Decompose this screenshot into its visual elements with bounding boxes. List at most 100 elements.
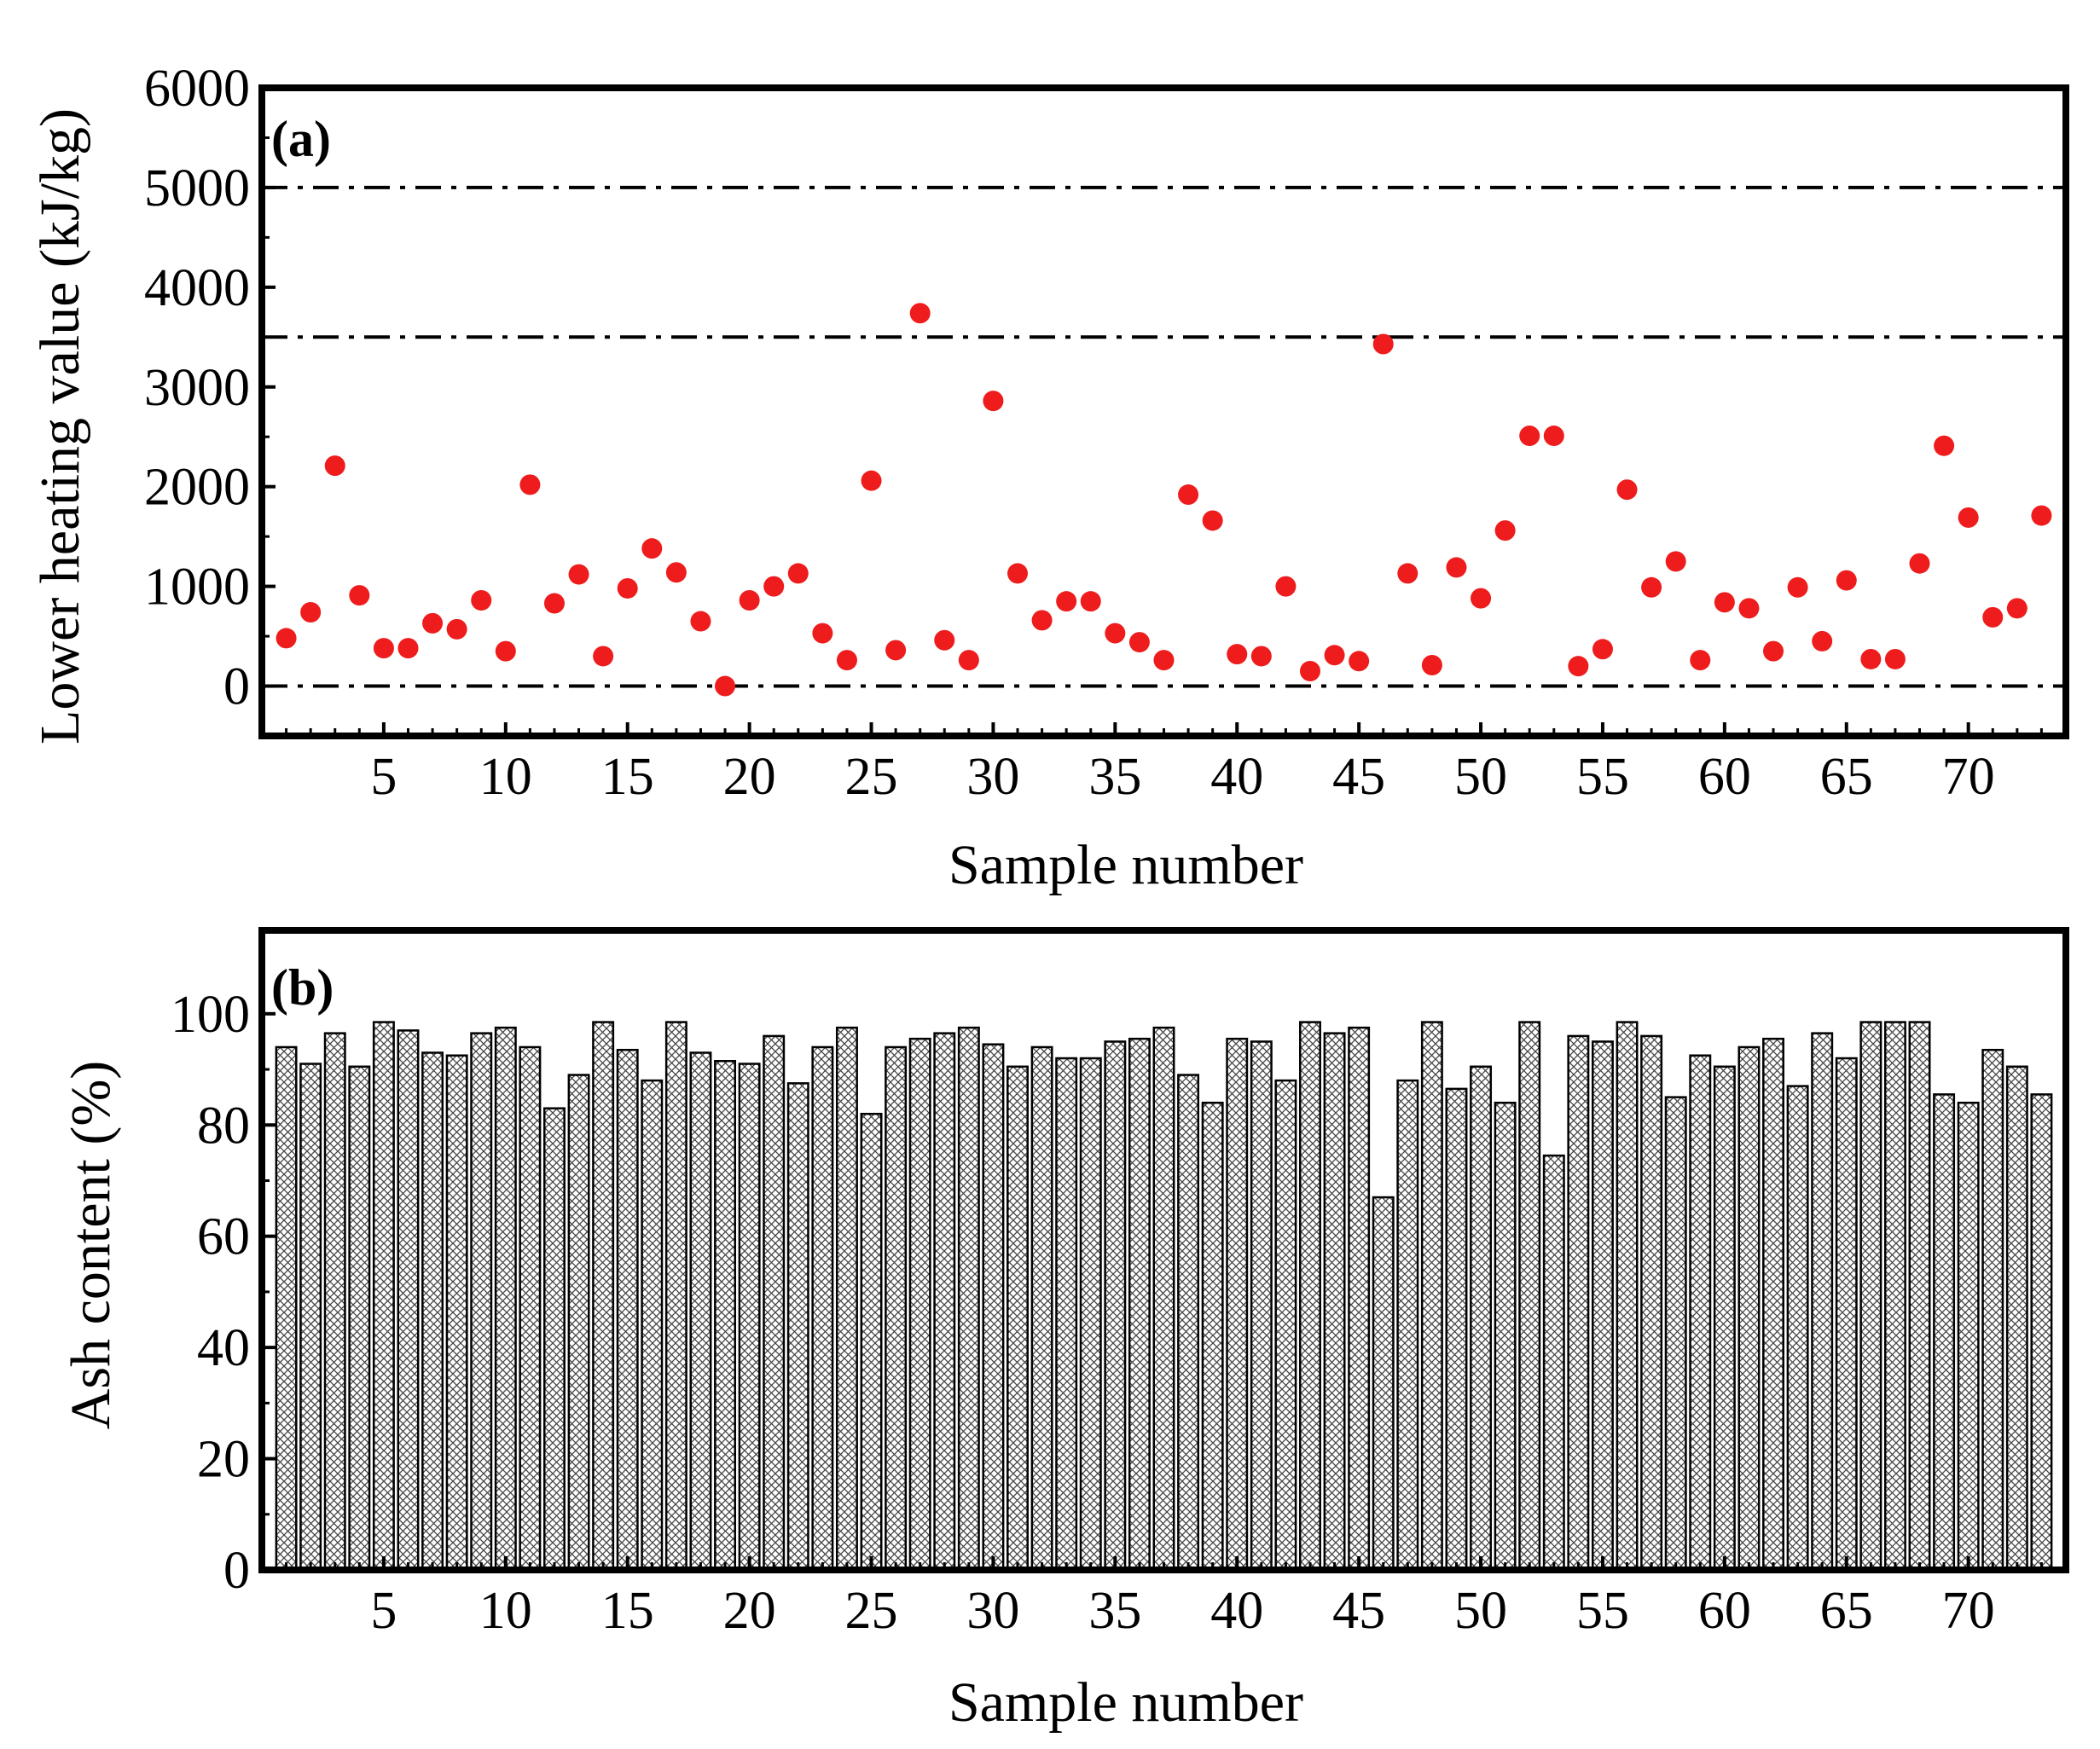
- panel-b-label: (b): [271, 959, 334, 1016]
- x-tick-label: 15: [601, 748, 654, 806]
- y-tick-label: 20: [197, 1431, 250, 1489]
- bar: [2030, 1093, 2053, 1572]
- x-tick-label: 35: [1088, 1582, 1141, 1640]
- x-tick-label: 70: [1942, 748, 1995, 806]
- bar: [835, 1026, 858, 1572]
- scatter-point: [2006, 598, 2027, 619]
- scatter-point: [812, 623, 833, 644]
- bar: [421, 1051, 444, 1572]
- scatter-point: [983, 391, 1004, 412]
- x-tick-label: 50: [1454, 748, 1507, 806]
- bar: [1883, 1021, 1906, 1572]
- x-tick-label: 30: [966, 1582, 1019, 1640]
- scatter-point: [1421, 654, 1442, 675]
- scatter-point: [1031, 610, 1053, 631]
- bar: [1664, 1096, 1687, 1572]
- y-tick-label: 6000: [144, 60, 250, 118]
- scatter-point: [1471, 588, 1492, 609]
- x-tick-label: 70: [1942, 1582, 1995, 1640]
- scatter-point: [495, 640, 516, 662]
- scatter-point: [1324, 645, 1345, 666]
- scatter-point: [543, 593, 565, 614]
- x-tick-label: 25: [845, 1582, 898, 1640]
- bar: [714, 1060, 737, 1572]
- bar: [1201, 1101, 1224, 1572]
- bar: [1616, 1021, 1639, 1572]
- y-tick-label: 5000: [144, 159, 250, 217]
- bar: [1030, 1045, 1053, 1572]
- bar: [397, 1029, 420, 1572]
- bar: [348, 1065, 371, 1572]
- scatter-point: [1349, 651, 1370, 672]
- bar: [933, 1032, 956, 1572]
- x-tick-label: 5: [370, 1582, 397, 1640]
- x-tick-label: 65: [1820, 748, 1873, 806]
- bar: [1567, 1034, 1590, 1572]
- scatter-point: [1909, 553, 1930, 574]
- scatter-point: [1543, 426, 1564, 447]
- bar: [982, 1043, 1005, 1572]
- scatter-point: [1641, 576, 1662, 598]
- x-tick-label: 20: [723, 748, 776, 806]
- scatter-point: [763, 576, 785, 597]
- scatter-point: [617, 577, 638, 599]
- bar: [1177, 1074, 1200, 1572]
- y-tick-label: 4000: [144, 259, 250, 317]
- bar: [1689, 1054, 1712, 1572]
- scatter-point: [885, 640, 907, 661]
- bar: [592, 1021, 615, 1572]
- bar: [2005, 1065, 2028, 1572]
- scatter-point: [1153, 650, 1175, 671]
- scatter-point: [446, 618, 467, 640]
- scatter-point: [471, 589, 492, 611]
- bar: [1323, 1032, 1346, 1572]
- scatter-point: [1080, 591, 1101, 612]
- y-tick-label: 0: [223, 1542, 250, 1600]
- bar: [763, 1034, 786, 1572]
- scatter-point: [1860, 648, 1882, 669]
- scatter-point: [1275, 576, 1297, 597]
- bar: [1933, 1093, 1956, 1572]
- bar: [445, 1054, 468, 1572]
- scatter-point: [373, 638, 394, 659]
- scatter-point: [1836, 570, 1857, 591]
- bar: [519, 1045, 542, 1572]
- bar: [1811, 1032, 1834, 1572]
- scatter-point: [2031, 505, 2052, 526]
- bar: [1445, 1087, 1468, 1572]
- x-tick-label: 10: [479, 748, 532, 806]
- scatter-point: [276, 628, 297, 649]
- scatter-point: [349, 585, 370, 606]
- scatter-point: [1958, 507, 1979, 528]
- scatter-point: [1884, 648, 1906, 669]
- scatter-point: [739, 589, 760, 611]
- bar: [1274, 1079, 1297, 1572]
- y-tick-label: 60: [197, 1208, 250, 1266]
- scatter-point: [1714, 592, 1735, 613]
- panel-a-frame: [258, 84, 2069, 739]
- x-tick-label: 55: [1576, 748, 1629, 806]
- scatter-point: [519, 474, 541, 495]
- x-tick-label: 25: [845, 748, 898, 806]
- scatter-point: [690, 611, 711, 632]
- y-tick-label: 1000: [144, 559, 250, 617]
- scatter-point: [1202, 510, 1223, 531]
- panel-a-ylabel: Lower heating value (kJ/kg): [29, 108, 91, 744]
- scatter-point: [397, 638, 419, 659]
- x-tick-label: 15: [601, 1582, 654, 1640]
- y-tick-label: 2000: [144, 459, 250, 517]
- bar: [1372, 1196, 1395, 1572]
- bar: [1006, 1065, 1029, 1572]
- scatter-points: [276, 303, 2052, 697]
- x-tick-label: 45: [1332, 748, 1385, 806]
- scatter-point: [1056, 591, 1077, 612]
- bar: [1226, 1037, 1249, 1572]
- bar: [1713, 1065, 1736, 1572]
- bar: [1396, 1079, 1419, 1572]
- bar: [689, 1051, 712, 1572]
- bar: [860, 1112, 883, 1572]
- scatter-point: [1178, 484, 1199, 506]
- bar: [664, 1021, 687, 1572]
